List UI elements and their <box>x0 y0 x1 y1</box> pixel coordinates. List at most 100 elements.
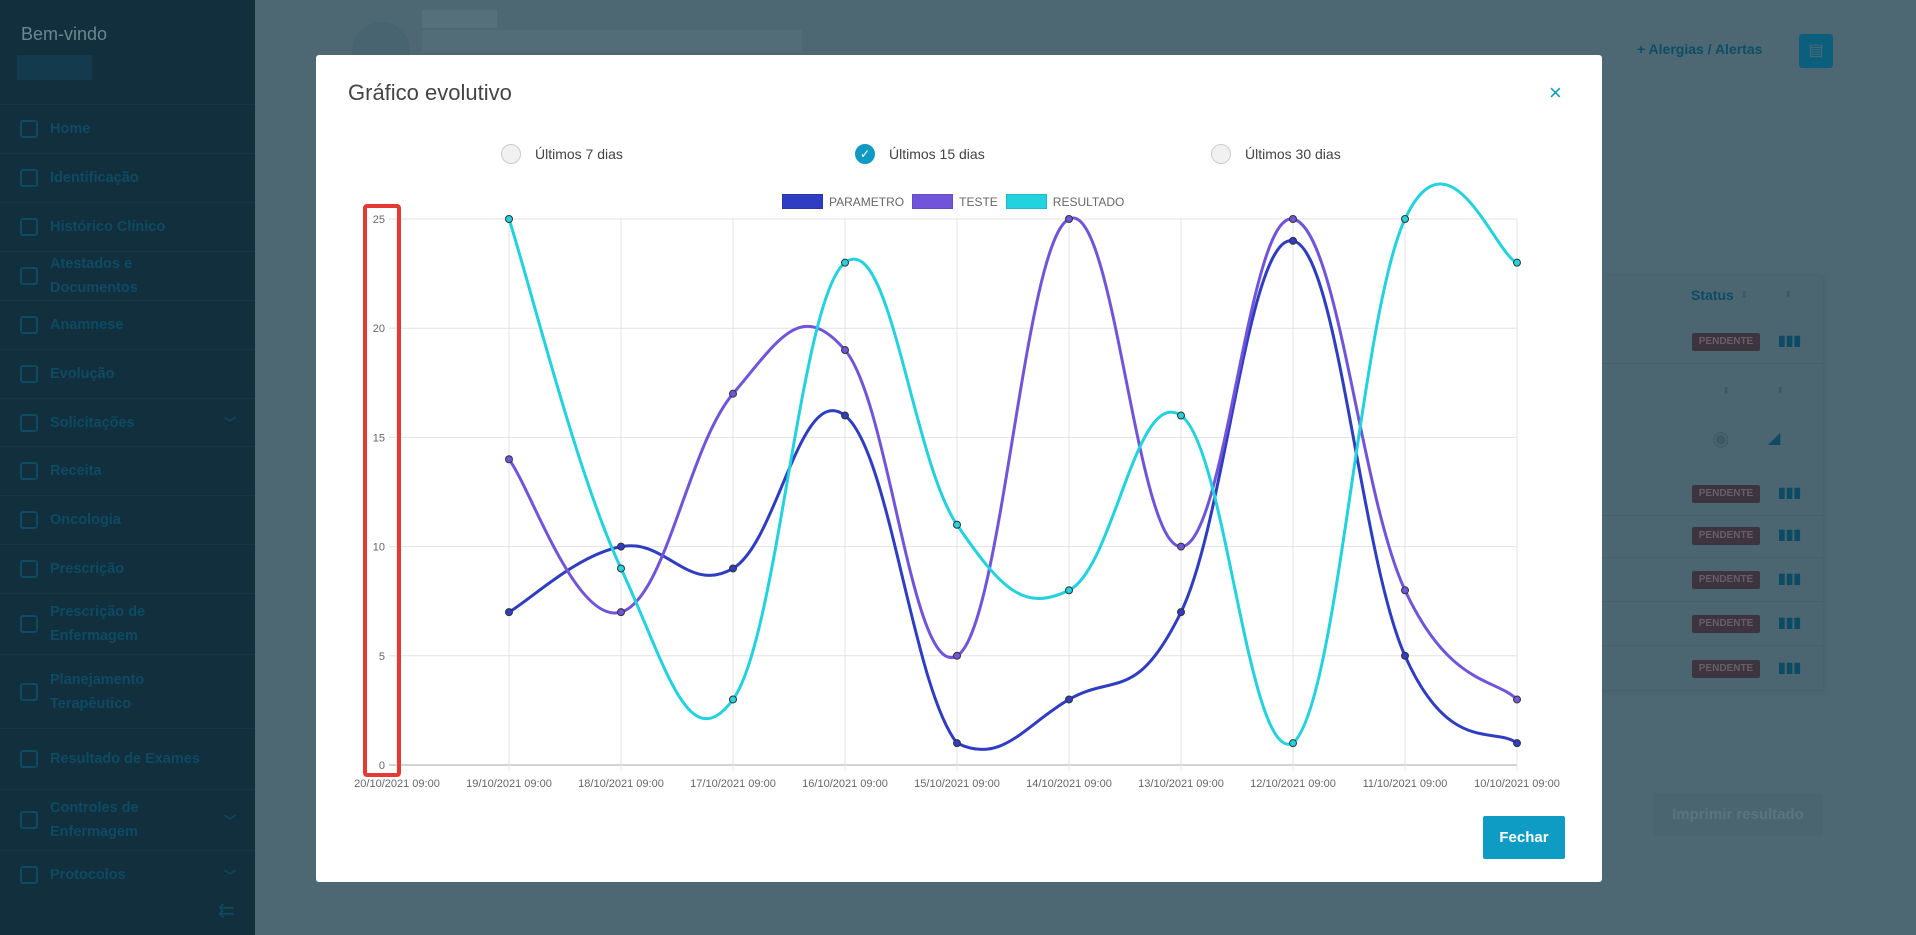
sidebar-item-label: Home <box>50 121 91 137</box>
sidebar-item-14[interactable]: Protocolos ﹀ <box>0 850 255 899</box>
period-label: Últimos 15 dias <box>889 146 985 162</box>
status-badge: PENDENTE <box>1692 527 1760 545</box>
row-divider <box>1602 363 1823 364</box>
sidebar-item-2[interactable]: Histórico Clínico <box>0 202 255 251</box>
period-radio-1[interactable]: ✓ Últimos 15 dias <box>855 144 985 164</box>
status-badge: PENDENTE <box>1692 660 1760 678</box>
row-divider <box>1602 601 1823 602</box>
legend-swatch <box>1005 194 1047 209</box>
chart-legend: PARAMETRO TESTE RESULTADO <box>782 194 1132 209</box>
status-column-header[interactable]: Status <box>1691 287 1734 303</box>
sidebar: Bem-vindo Home Identificação Histórico Clí… <box>0 0 255 935</box>
legend-item[interactable]: RESULTADO <box>1005 194 1125 209</box>
legend-item[interactable]: TESTE <box>912 194 998 209</box>
chevron-down-icon: ﹀ <box>224 868 237 883</box>
info-icon <box>20 169 38 187</box>
sort-icon[interactable]: ⬍ <box>1784 290 1793 301</box>
bar-chart-icon[interactable]: ▮▮▮ <box>1778 659 1802 675</box>
sidebar-item-label: Receita <box>50 463 102 479</box>
sidebar-item-7[interactable]: Receita <box>0 446 255 495</box>
document-icon <box>20 267 38 285</box>
sidebar-item-13[interactable]: Controles de Enfermagem ﹀ <box>0 789 255 850</box>
welcome-text: Bem-vindo <box>21 24 108 44</box>
sidebar-item-5[interactable]: Evolução <box>0 349 255 398</box>
sidebar-item-label: Protocolos <box>50 867 126 883</box>
sidebar-item-0[interactable]: Home <box>0 104 255 153</box>
period-radio-0[interactable]: Últimos 7 dias <box>501 144 623 164</box>
document-icon <box>20 615 38 633</box>
sidebar-item-3[interactable]: Atestados e Documentos <box>0 251 255 300</box>
evolution-chart-modal <box>316 55 1602 882</box>
sidebar-item-label: Evolução <box>50 366 115 382</box>
row-divider <box>1602 557 1823 558</box>
chevron-down-icon: ﹀ <box>224 813 237 828</box>
clipboard-icon <box>20 413 38 432</box>
chevron-down-icon: ﹀ <box>224 416 237 430</box>
document-icon <box>20 511 38 529</box>
sidebar-item-12[interactable]: Resultado de Exames <box>0 728 255 789</box>
period-label: Últimos 30 dias <box>1245 146 1341 162</box>
radio-icon[interactable] <box>501 144 521 164</box>
sidebar-item-label: Identificação <box>50 170 139 186</box>
period-radio-2[interactable]: Últimos 30 dias <box>1211 144 1341 164</box>
sort-icon[interactable]: ⬍ <box>1722 386 1731 397</box>
document-icon <box>20 462 38 480</box>
legend-label: TESTE <box>959 194 998 209</box>
bar-chart-icon[interactable]: ▮▮▮ <box>1778 570 1802 586</box>
sidebar-item-label: Controles de Enfermagem <box>50 800 139 840</box>
status-badge: PENDENTE <box>1692 615 1760 633</box>
print-result-button[interactable]: Imprimir resultado <box>1653 793 1823 836</box>
sidebar-item-label: Histórico Clínico <box>50 219 166 235</box>
legend-swatch <box>912 194 954 209</box>
bar-chart-icon[interactable]: ▮▮▮ <box>1778 614 1802 630</box>
close-icon[interactable]: × <box>1549 80 1562 105</box>
sidebar-item-1[interactable]: Identificação <box>0 153 255 202</box>
patient-name-placeholder <box>422 10 497 28</box>
row-divider <box>1602 645 1823 646</box>
patient-info-placeholder <box>422 30 802 52</box>
user-name-placeholder <box>17 55 92 80</box>
sidebar-item-6[interactable]: Solicitações ﹀ <box>0 398 255 446</box>
sidebar-item-label: Anamnese <box>50 317 124 333</box>
sidebar-item-label: Oncologia <box>50 512 121 528</box>
sort-icon[interactable]: ⬍ <box>1776 386 1785 397</box>
sidebar-item-4[interactable]: Anamnese <box>0 300 255 349</box>
checked-radio-icon[interactable]: ✓ <box>855 144 875 164</box>
allergies-alerts-link[interactable]: + Alergias / Alertas <box>1637 41 1763 57</box>
sidebar-item-8[interactable]: Oncologia <box>0 495 255 544</box>
area-chart-icon[interactable]: ◢ <box>1768 430 1781 447</box>
document-icon <box>20 682 38 701</box>
clipboard-icon <box>20 866 38 884</box>
document-icon <box>20 560 38 578</box>
legend-item[interactable]: PARAMETRO <box>782 194 904 209</box>
close-button[interactable]: Fechar <box>1483 816 1565 859</box>
clipboard-icon <box>20 811 38 829</box>
status-badge: PENDENTE <box>1692 485 1760 503</box>
radio-icon[interactable] <box>1211 144 1231 164</box>
bar-chart-icon[interactable]: ▮▮▮ <box>1778 484 1802 500</box>
modal-title: Gráfico evolutivo <box>348 80 512 105</box>
document-button[interactable]: ▤ <box>1799 34 1833 68</box>
pencil-icon <box>20 365 38 383</box>
eye-icon[interactable]: ◉ <box>1712 428 1730 450</box>
history-icon <box>20 218 38 236</box>
pencil-icon <box>20 316 38 334</box>
bar-chart-icon[interactable]: ▮▮▮ <box>1778 332 1802 348</box>
sidebar-item-label: Resultado de Exames <box>50 751 200 767</box>
sidebar-item-11[interactable]: Planejamento Terapêutico <box>0 654 255 728</box>
collapse-sidebar-icon[interactable]: ⇇ <box>218 900 235 922</box>
sidebar-item-label: Solicitações <box>50 414 135 431</box>
legend-swatch <box>782 194 823 209</box>
sort-icon[interactable]: ⬍ <box>1740 290 1749 301</box>
sidebar-item-label: Prescrição <box>50 561 125 577</box>
document-icon: ▤ <box>1808 42 1824 59</box>
y-axis-highlight-box <box>363 204 401 777</box>
row-divider <box>1602 515 1823 516</box>
sidebar-item-label: Prescrição de Enfermagem <box>50 604 146 644</box>
sidebar-item-9[interactable]: Prescrição <box>0 544 255 593</box>
status-badge: PENDENTE <box>1692 333 1760 351</box>
bar-chart-icon[interactable]: ▮▮▮ <box>1778 526 1802 542</box>
sidebar-item-label: Planejamento Terapêutico <box>50 671 145 712</box>
legend-label: RESULTADO <box>1052 194 1125 209</box>
sidebar-item-10[interactable]: Prescrição de Enfermagem <box>0 593 255 654</box>
